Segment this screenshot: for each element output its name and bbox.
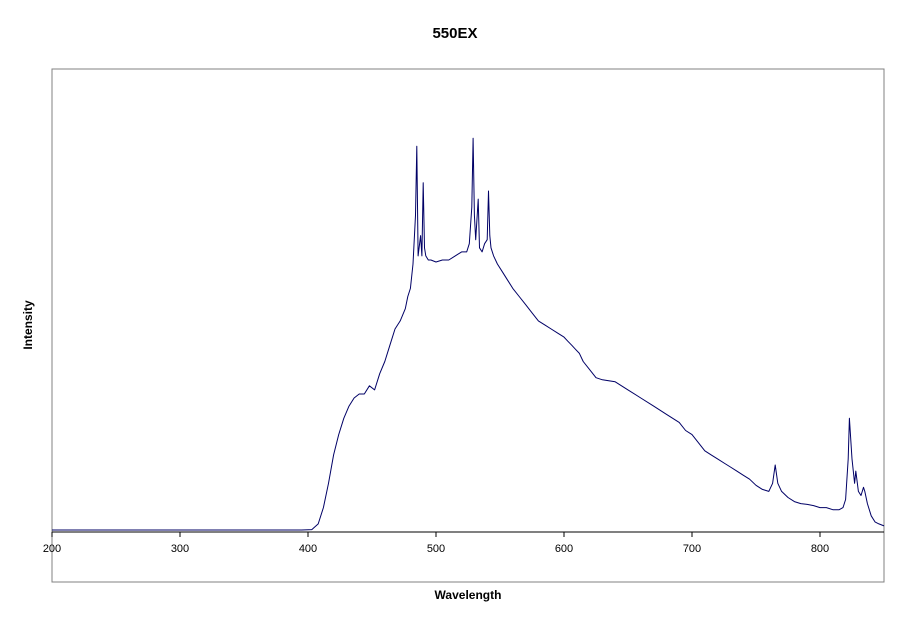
x-axis-ticks <box>51 532 821 537</box>
x-axis-tick-labels: 200 300 400 500 600 700 800 <box>43 543 829 555</box>
spectrum-line <box>52 137 885 531</box>
x-tick-label-700: 700 <box>683 543 701 555</box>
x-tick-label-200: 200 <box>43 543 61 555</box>
y-axis-label: Intensity <box>21 300 35 350</box>
x-tick-label-600: 600 <box>555 543 573 555</box>
plot-frame <box>51 68 885 583</box>
x-axis-label: Wavelength <box>435 588 502 602</box>
x-tick-label-800: 800 <box>811 543 829 555</box>
x-tick-label-400: 400 <box>299 543 317 555</box>
x-tick-label-500: 500 <box>427 543 445 555</box>
chart-title: 550EX <box>432 25 477 42</box>
x-tick-label-300: 300 <box>171 543 189 555</box>
